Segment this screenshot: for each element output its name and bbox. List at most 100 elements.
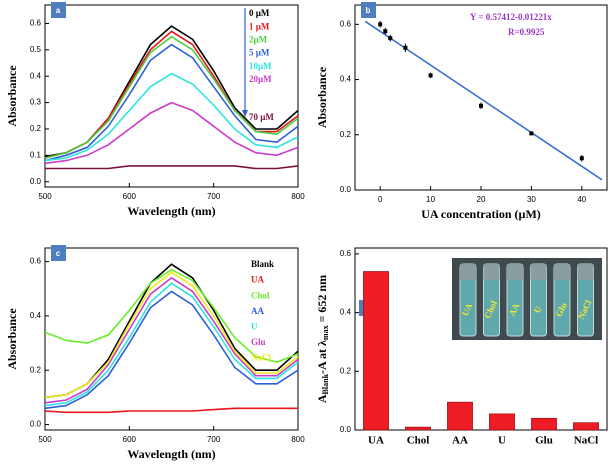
spectrum-line [44, 407, 298, 414]
y-tick-label: 0.1 [30, 150, 42, 159]
spectrum-line [44, 290, 299, 410]
spectrum-line [44, 268, 299, 363]
plot-frame [44, 4, 299, 188]
annotation: R=0.9925 [508, 27, 545, 37]
plot-frame [354, 4, 608, 191]
panel-label: a [56, 6, 61, 15]
legend-entry: 5 µM [249, 48, 270, 58]
data-point [403, 45, 408, 50]
vial-cap [483, 264, 500, 280]
vial-cap [460, 264, 476, 280]
spectrum-line [45, 165, 299, 170]
bar [573, 422, 599, 431]
bar [405, 426, 431, 431]
y-axis-title: ABlank-A at λmax = 652 nm [315, 275, 330, 403]
x-tick-label: 700 [207, 192, 221, 201]
y-tick-label: 0.5 [30, 45, 42, 54]
bar [489, 413, 515, 431]
data-point [428, 73, 433, 78]
y-tick-label: 0.0 [30, 177, 42, 186]
y-tick-label: 0.4 [340, 308, 352, 317]
y-tick-label: 0.2 [30, 124, 42, 133]
bar [531, 417, 557, 431]
y-tick-label: 0.3 [30, 98, 42, 107]
x-tick-label: 500 [38, 192, 52, 201]
panel-label: b [366, 6, 371, 15]
y-tick-label: 0.6 [340, 249, 352, 258]
x-tick-label: Chol [407, 435, 430, 447]
x-tick-label: Glu [535, 435, 553, 447]
legend-entry: UA [251, 275, 264, 285]
vial-cap [554, 264, 570, 280]
y-axis-title-part: A [315, 394, 329, 403]
bar [447, 401, 473, 431]
legend-entry: Glu [251, 337, 266, 347]
y-tick-label: 0.2 [30, 365, 42, 374]
spectrum-line [44, 43, 299, 162]
bar [363, 271, 389, 431]
y-axis-title-part: max [321, 325, 330, 340]
y-tick-label: 0.6 [340, 19, 352, 28]
y-axis-title: Absorbance [5, 65, 19, 127]
y-axis-title-part: = 652 nm [315, 275, 329, 326]
x-tick-label: 800 [291, 435, 305, 444]
y-tick-label: 0.0 [30, 420, 42, 429]
legend-entry: AA [251, 306, 264, 316]
legend-entry: 10µM [249, 61, 272, 71]
x-axis-title: Wavelength (nm) [127, 204, 215, 218]
data-point [383, 29, 388, 34]
vial-cap [530, 264, 547, 280]
y-tick-label: 0.6 [30, 19, 42, 28]
y-tick-label: 0.0 [340, 185, 352, 194]
legend-entry: 0 µM [249, 8, 270, 18]
legend-entry: NaCl [251, 353, 271, 363]
panel-label-box [51, 2, 66, 18]
x-tick-label: 10 [426, 195, 435, 204]
y-axis-title-part: Blank [321, 373, 330, 394]
x-axis-title: Wavelength (nm) [127, 447, 215, 461]
vial-cap [577, 264, 594, 280]
spectrum-line [44, 276, 299, 404]
x-tick-label: NaCl [574, 435, 598, 447]
legend-entry: U [251, 321, 258, 331]
x-tick-label: 30 [527, 195, 536, 204]
annotation: Y = 0.57412-0.01221x [470, 12, 552, 22]
legend-entry: 70 µM [249, 112, 274, 122]
data-point [388, 36, 393, 41]
spectrum-line [44, 271, 299, 399]
y-axis-title-part: -A at λ [315, 340, 329, 374]
plot-frame [44, 247, 299, 431]
plot-frame [354, 247, 608, 431]
x-tick-label: 800 [291, 192, 305, 201]
y-tick-label: 0.6 [30, 257, 42, 266]
x-tick-label: 20 [477, 195, 486, 204]
legend-entry: 20µM [249, 74, 272, 84]
x-tick-label: 600 [123, 435, 137, 444]
y-tick-label: 0.4 [340, 75, 352, 84]
spectrum-line [44, 101, 299, 165]
data-point [378, 22, 383, 27]
data-point [479, 103, 483, 108]
y-tick-label: 0.2 [340, 130, 352, 139]
spectrum-line [44, 25, 299, 158]
data-point [579, 156, 584, 161]
x-tick-label: 600 [123, 192, 137, 201]
spectrum-line [44, 72, 299, 162]
x-tick-label: 40 [577, 195, 586, 204]
legend-entry: Chol [251, 290, 270, 300]
x-tick-label: U [498, 435, 506, 447]
legend-entry: 1 µM [249, 21, 270, 31]
legend-entry: Blank [251, 259, 274, 269]
fit-line [364, 20, 603, 181]
legend-arrow-head [242, 110, 248, 117]
spectrum-line [44, 35, 299, 159]
x-tick-label: 500 [38, 435, 52, 444]
x-tick-label: UA [368, 435, 384, 447]
y-tick-label: 0.4 [30, 71, 42, 80]
y-tick-label: 0.2 [340, 366, 352, 375]
spectrum-line [44, 282, 299, 407]
y-tick-label: 0.4 [30, 311, 42, 320]
panel-label-box [51, 245, 66, 261]
vial-cap [507, 264, 523, 280]
